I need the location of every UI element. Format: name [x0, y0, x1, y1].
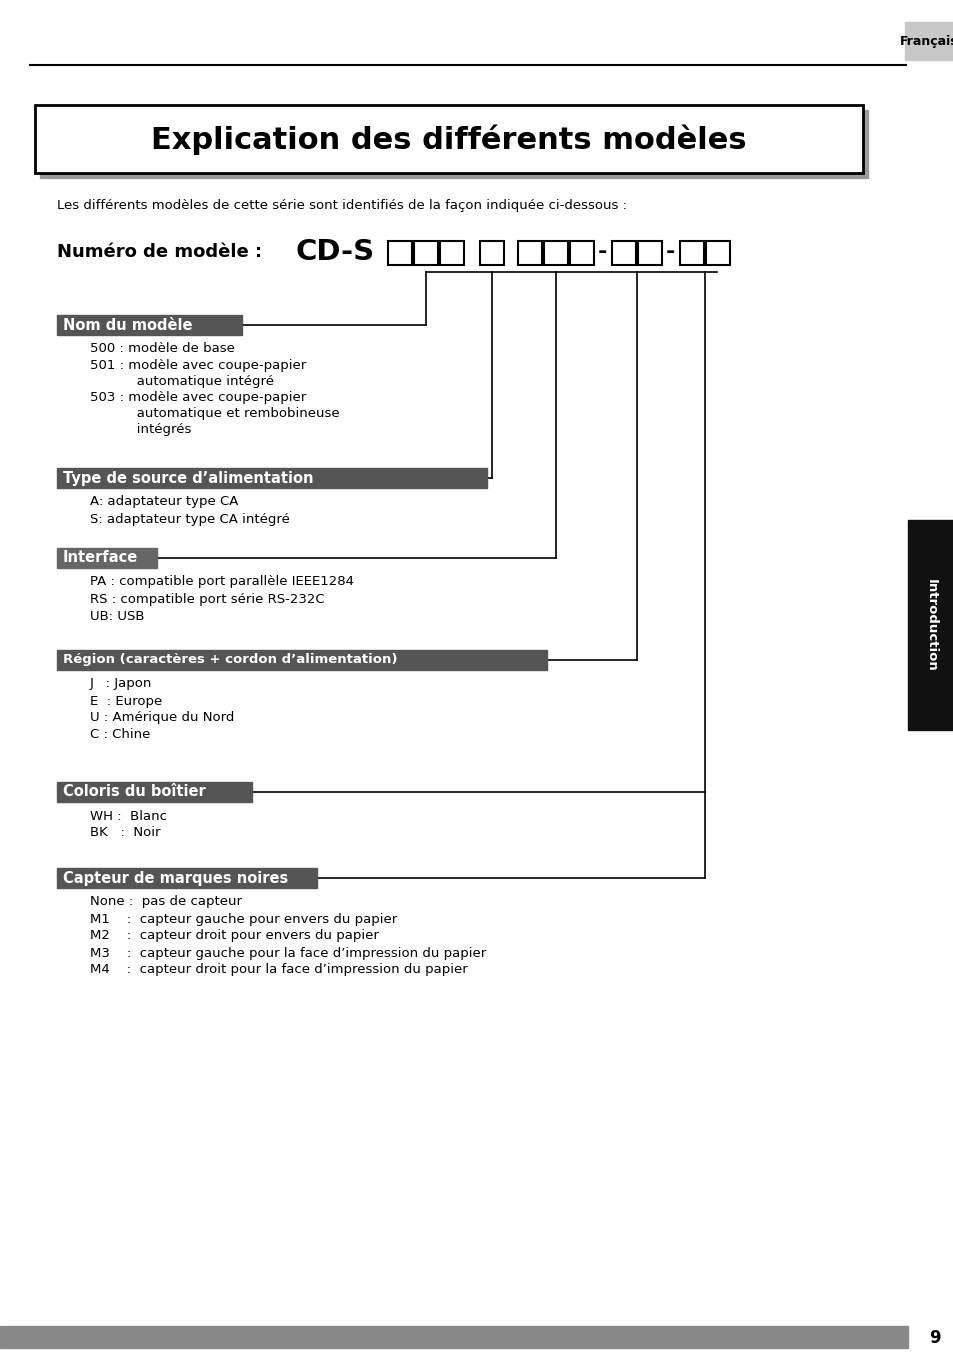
Text: intégrés: intégrés — [90, 422, 192, 435]
Text: BK   :  Noir: BK : Noir — [90, 826, 160, 840]
Text: Capteur de marques noires: Capteur de marques noires — [63, 871, 288, 886]
Bar — [679, 241, 703, 265]
Bar — [479, 241, 503, 265]
Text: CD-S: CD-S — [295, 238, 375, 266]
Text: M2    :  capteur droit pour envers du papier: M2 : capteur droit pour envers du papier — [90, 930, 378, 942]
Bar — [569, 241, 594, 265]
Bar — [57, 868, 316, 888]
Text: UB: USB: UB: USB — [90, 610, 144, 622]
Bar — [517, 241, 541, 265]
Text: Français: Français — [899, 35, 953, 49]
Bar — [705, 241, 729, 265]
Text: -: - — [598, 242, 607, 262]
Text: 500 : modèle de base: 500 : modèle de base — [90, 342, 234, 356]
Text: J   : Japon: J : Japon — [90, 677, 152, 691]
Bar — [414, 241, 437, 265]
Text: -: - — [665, 242, 675, 262]
Text: M4    :  capteur droit pour la face d’impression du papier: M4 : capteur droit pour la face d’impres… — [90, 964, 467, 976]
Text: WH :  Blanc: WH : Blanc — [90, 810, 167, 822]
Text: M1    :  capteur gauche pour envers du papier: M1 : capteur gauche pour envers du papie… — [90, 913, 396, 926]
Text: E  : Europe: E : Europe — [90, 695, 162, 707]
Bar — [40, 110, 867, 178]
Bar — [543, 241, 567, 265]
Bar — [57, 548, 157, 568]
Text: C : Chine: C : Chine — [90, 729, 151, 741]
Text: Type de source d’alimentation: Type de source d’alimentation — [63, 470, 314, 485]
Bar — [612, 241, 636, 265]
Bar — [57, 781, 252, 802]
Text: 503 : modèle avec coupe-papier: 503 : modèle avec coupe-papier — [90, 391, 306, 403]
Text: PA : compatible port parallèle IEEE1284: PA : compatible port parallèle IEEE1284 — [90, 576, 354, 588]
Text: 501 : modèle avec coupe-papier: 501 : modèle avec coupe-papier — [90, 358, 306, 372]
Bar — [57, 650, 546, 671]
Bar — [35, 105, 862, 173]
Bar — [907, 521, 953, 730]
Bar — [0, 1326, 907, 1348]
Text: Coloris du boîtier: Coloris du boîtier — [63, 784, 206, 799]
Text: U : Amérique du Nord: U : Amérique du Nord — [90, 711, 234, 725]
Bar — [439, 241, 463, 265]
Text: RS : compatible port série RS-232C: RS : compatible port série RS-232C — [90, 592, 324, 606]
Text: Les différents modèles de cette série sont identifiés de la façon indiquée ci-de: Les différents modèles de cette série so… — [57, 199, 626, 211]
Bar — [57, 315, 242, 335]
Text: automatique intégré: automatique intégré — [90, 375, 274, 388]
Text: A: adaptateur type CA: A: adaptateur type CA — [90, 495, 238, 508]
Text: automatique et rembobineuse: automatique et rembobineuse — [90, 407, 339, 419]
Text: Nom du modèle: Nom du modèle — [63, 318, 193, 333]
Text: 9: 9 — [928, 1329, 940, 1347]
Bar — [57, 468, 486, 488]
Text: Introduction: Introduction — [923, 579, 937, 672]
Bar — [388, 241, 412, 265]
Bar — [638, 241, 661, 265]
Text: Région (caractères + cordon d’alimentation): Région (caractères + cordon d’alimentati… — [63, 653, 397, 667]
Text: M3    :  capteur gauche pour la face d’impression du papier: M3 : capteur gauche pour la face d’impre… — [90, 946, 486, 960]
Text: Explication des différents modèles: Explication des différents modèles — [151, 124, 746, 155]
Text: Interface: Interface — [63, 550, 138, 565]
Text: S: adaptateur type CA intégré: S: adaptateur type CA intégré — [90, 512, 290, 526]
Text: Numéro de modèle :: Numéro de modèle : — [57, 243, 262, 261]
Text: None :  pas de capteur: None : pas de capteur — [90, 895, 242, 909]
Bar — [904, 22, 953, 59]
